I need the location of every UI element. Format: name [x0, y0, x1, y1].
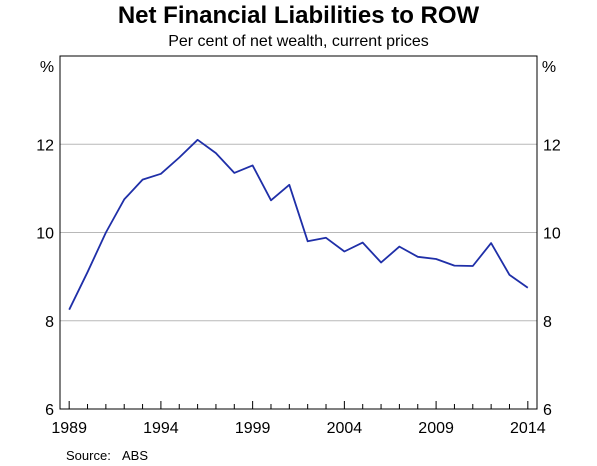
- source-note: Source: ABS: [66, 448, 148, 463]
- source-label: Source:: [66, 448, 111, 463]
- chart-title: Net Financial Liabilities to ROW: [117, 2, 480, 29]
- y-tick-label-right: 6: [543, 402, 552, 419]
- y-tick-label-left: 8: [45, 314, 54, 331]
- y-unit-right: %: [542, 59, 556, 76]
- y-tick-label-right: 10: [543, 226, 561, 243]
- series-line-0: [68, 138, 529, 311]
- x-tick-labels: 1989 1994 1999 2004 2009 2014: [51, 420, 545, 437]
- y-tick-label-left: 12: [36, 137, 54, 154]
- y-unit-left: %: [40, 59, 54, 76]
- plot-frame: [59, 55, 538, 410]
- gridlines: [60, 143, 537, 322]
- x-tick-label: 2004: [327, 420, 363, 437]
- chart-subtitle: Per cent of net wealth, current prices: [168, 33, 429, 50]
- x-tick-label: 1999: [235, 420, 271, 437]
- x-tick-label: 2014: [510, 420, 546, 437]
- series-layer: [68, 138, 529, 311]
- x-tick-label: 2009: [418, 420, 454, 437]
- x-ticks: [68, 401, 529, 409]
- y-tick-label-right: 8: [543, 314, 552, 331]
- y-tick-label-left: 10: [36, 226, 54, 243]
- source-value: ABS: [122, 448, 149, 463]
- y-tick-label-right: 12: [543, 137, 561, 154]
- y-tick-labels: 6 6 8 8 10 10 12 12: [36, 137, 561, 419]
- y-tick-label-left: 6: [45, 402, 54, 419]
- x-tick-label: 1989: [51, 420, 87, 437]
- x-tick-label: 1994: [143, 420, 179, 437]
